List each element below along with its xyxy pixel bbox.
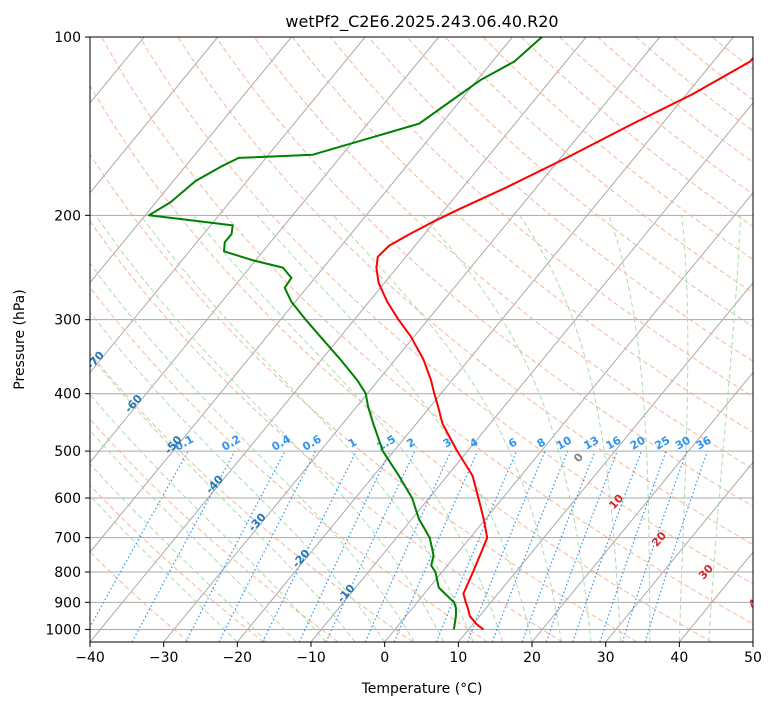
isotherm xyxy=(90,37,219,194)
plot-frame xyxy=(89,36,754,643)
dewpoint-profile xyxy=(147,37,543,630)
profiles xyxy=(147,37,753,631)
dry-adiabat xyxy=(90,418,339,642)
mixing-ratio-line xyxy=(545,450,618,642)
mixing-ratio-line xyxy=(621,450,688,642)
moist-adiabat xyxy=(90,463,268,642)
dry-adiabat xyxy=(177,37,753,546)
dry-adiabat xyxy=(482,37,753,260)
moist-adiabat xyxy=(90,311,386,642)
x-tick-label: −10 xyxy=(296,650,326,666)
moist-adiabat xyxy=(90,354,356,642)
moist-adiabat xyxy=(519,215,621,642)
moist-adiabat xyxy=(95,215,445,642)
dry-adiabat xyxy=(90,484,264,642)
mixing-ratio-line xyxy=(262,450,357,642)
x-tick-label: 30 xyxy=(597,650,615,666)
moist-adiabat xyxy=(90,262,415,642)
mixing-ratio-line xyxy=(435,450,518,642)
isotherm xyxy=(90,37,366,374)
mixing-ratio-line xyxy=(572,450,643,642)
dry-adiabat xyxy=(101,37,753,625)
isotherm xyxy=(90,37,587,642)
isotherm xyxy=(90,37,513,553)
isotherm xyxy=(236,37,734,642)
mixing-ratio-line xyxy=(298,450,391,642)
temperature-profile xyxy=(375,56,753,631)
y-tick-label: 500 xyxy=(54,444,81,460)
y-tick-label: 400 xyxy=(54,387,81,403)
dry-adiabat xyxy=(406,37,753,328)
axes: −40 −30 −20 −10 0 10 20 30 40 50 1000 900 800 700 600 5… xyxy=(45,30,762,666)
moist-adiabat xyxy=(90,429,297,642)
mixing-ratio-line xyxy=(325,450,416,642)
isotherm xyxy=(457,281,753,642)
x-tick-label: 20 xyxy=(523,650,541,666)
y-tick-label: 300 xyxy=(54,313,81,329)
mixing-ratio-line xyxy=(131,450,236,642)
mixing-ratio-line xyxy=(90,450,189,629)
y-tick-label: 900 xyxy=(54,595,81,611)
dry-adiabat xyxy=(330,37,753,398)
mixing-ratio-line xyxy=(364,450,452,642)
isotherm xyxy=(90,37,292,284)
y-axis-label: Pressure (hPa) xyxy=(12,289,28,389)
y-tick-label: 800 xyxy=(54,565,81,581)
moist-adiabat xyxy=(193,214,503,642)
moist-adiabat xyxy=(256,214,533,642)
y-tick-label: 600 xyxy=(54,491,81,507)
y-tick-label: 200 xyxy=(54,208,81,224)
x-tick-label: 0 xyxy=(380,650,389,666)
x-tick-label: 40 xyxy=(670,650,688,666)
x-tick-label: 50 xyxy=(744,650,762,666)
x-tick-label: −20 xyxy=(223,650,253,666)
x-tick-label: 10 xyxy=(449,650,467,666)
moist-adiabat xyxy=(90,393,327,642)
moist-adiabat xyxy=(678,215,689,642)
dry-adiabat xyxy=(139,37,753,585)
dry-adiabat xyxy=(559,37,753,195)
dry-adiabat xyxy=(90,220,563,642)
y-tick-label: 1000 xyxy=(45,622,81,638)
moist-adiabat-label: 40 xyxy=(746,591,766,611)
dry-adiabat xyxy=(292,37,753,434)
moist-adiabat xyxy=(608,215,651,642)
x-tick-label: −30 xyxy=(149,650,179,666)
x-tick-label: −40 xyxy=(75,650,105,666)
mixing-ratio-line xyxy=(393,450,479,642)
y-tick-label: 100 xyxy=(54,30,81,46)
dry-adiabat xyxy=(90,286,488,642)
isotherm xyxy=(384,192,753,642)
isotherm xyxy=(90,37,440,464)
moist-adiabat xyxy=(140,215,474,642)
mixing-ratio-line xyxy=(644,450,708,642)
y-tick-label: 700 xyxy=(54,531,81,547)
isotherm xyxy=(531,371,753,642)
dry-adiabat xyxy=(215,37,753,507)
x-axis-label: Temperature (°C) xyxy=(361,681,483,697)
mixing-ratio-line xyxy=(599,450,667,642)
moist-adiabat xyxy=(708,215,742,642)
dry-adiabat xyxy=(90,84,712,642)
isotherm xyxy=(605,461,753,642)
moist-adiabat xyxy=(422,214,592,642)
dry-adiabat xyxy=(90,153,638,642)
chart-title: wetPf2_C2E6.2025.243.06.40.R20 xyxy=(285,12,558,32)
moist-adiabat xyxy=(332,214,562,642)
